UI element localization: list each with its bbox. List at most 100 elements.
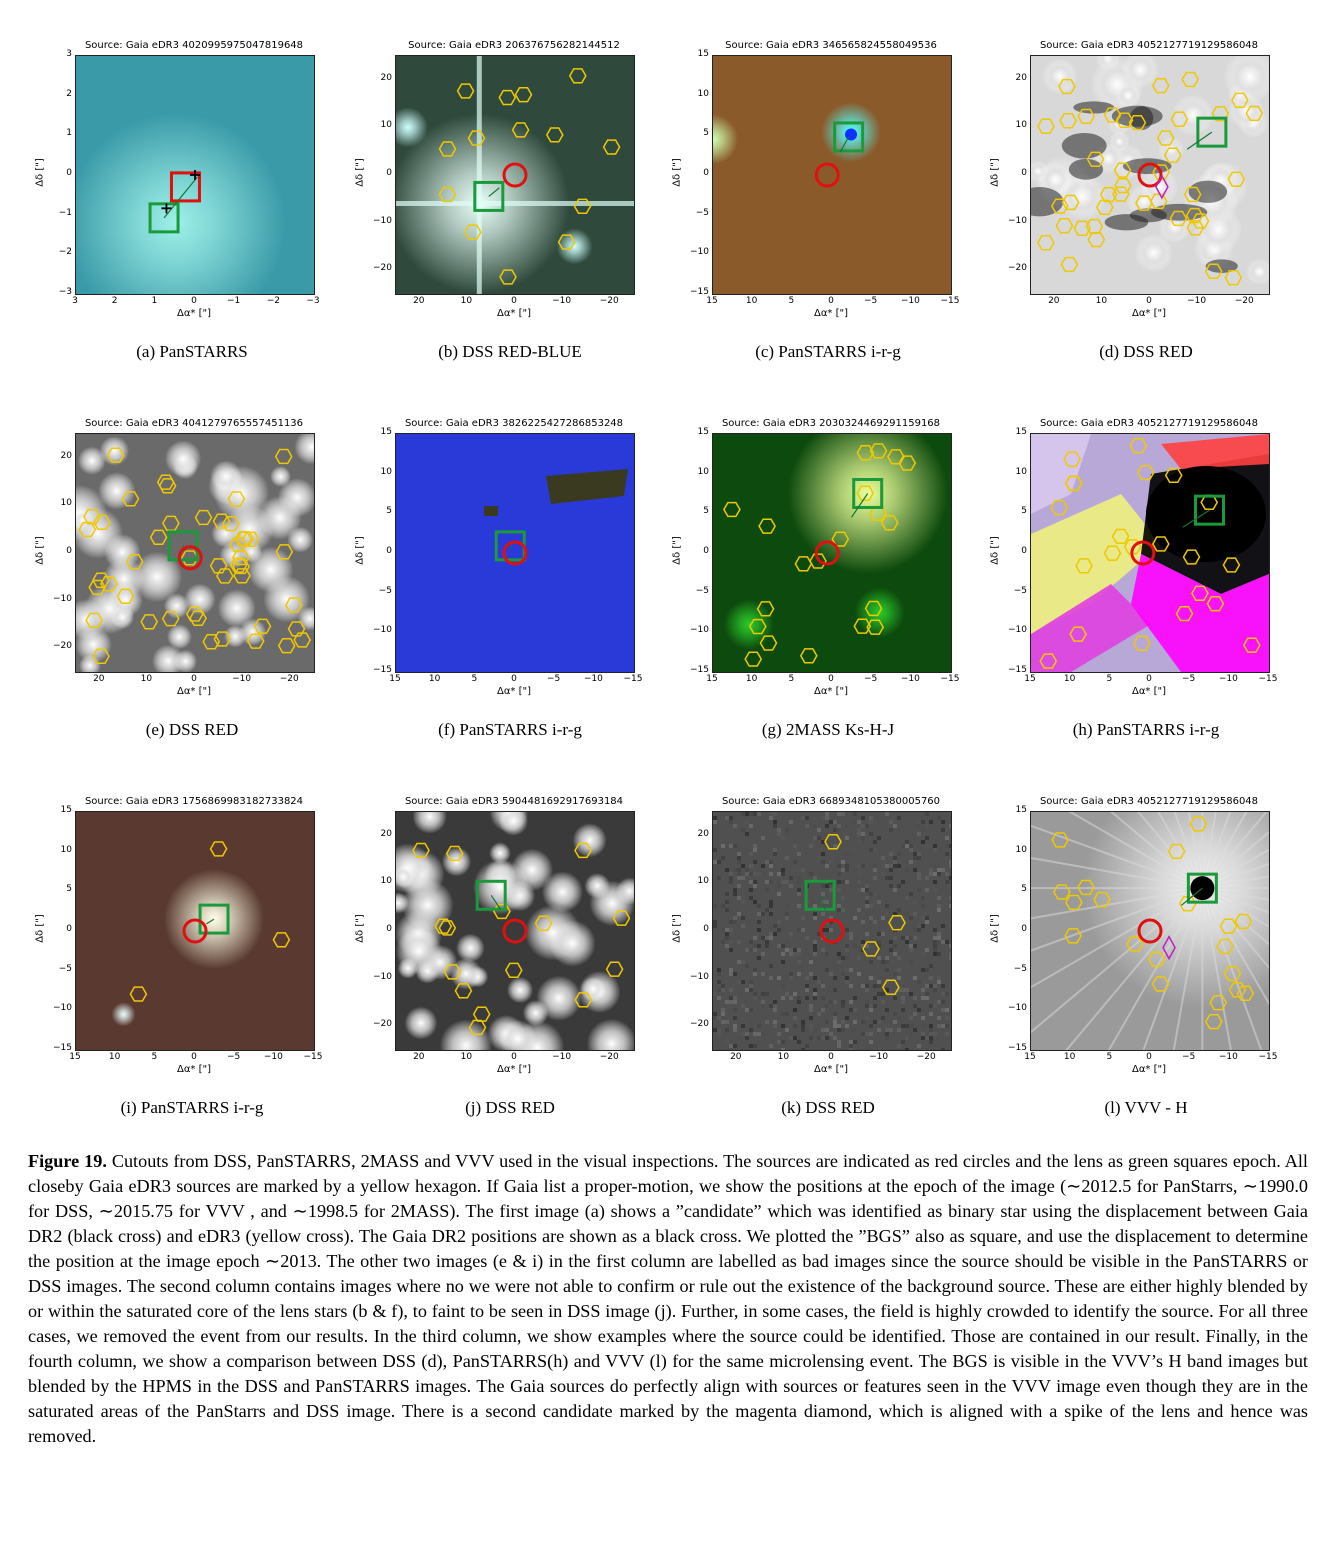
x-tick-label: −5 <box>864 674 878 684</box>
noise-pixel <box>889 852 893 856</box>
noise-pixel <box>813 904 817 908</box>
star-blob <box>1172 94 1214 136</box>
noise-pixel <box>773 1020 777 1024</box>
x-tick-label: −1 <box>227 296 241 306</box>
noise-pixel <box>865 900 869 904</box>
noise-pixel <box>793 868 797 872</box>
diffraction-spike <box>1201 887 1263 1050</box>
gaia-source-hexagon <box>1128 114 1147 131</box>
x-tick-label: 15 <box>69 1052 81 1062</box>
noise-pixel <box>937 816 941 820</box>
noise-pixel <box>777 884 781 888</box>
noise-pixel <box>821 912 825 916</box>
noise-pixel <box>893 972 897 976</box>
noise-pixel <box>733 1044 737 1048</box>
noise-pixel <box>753 936 757 940</box>
noise-pixel <box>893 860 897 864</box>
x-tick-label: 15 <box>389 674 401 684</box>
noise-pixel <box>917 888 921 892</box>
noise-pixel <box>833 820 837 824</box>
panel-caption: (h) PanSTARRS i-r-g <box>1072 720 1220 739</box>
gaia-source-hexagon <box>1136 464 1155 481</box>
noise-pixel <box>749 940 753 944</box>
y-tick-label: −10 <box>690 971 709 982</box>
noise-pixel <box>873 920 877 924</box>
motion-line <box>490 894 502 910</box>
noise-pixel <box>737 860 741 864</box>
noise-pixel <box>745 996 749 1000</box>
panel-caption: (j) DSS RED <box>465 1098 555 1117</box>
x-tick-label: 15 <box>706 674 718 684</box>
gaia-source-hexagon <box>498 89 517 106</box>
source-circle <box>502 162 528 188</box>
noise-pixel <box>869 832 873 836</box>
noise-pixel <box>737 872 741 876</box>
star-blob <box>506 976 534 1004</box>
noise-pixel <box>829 1000 833 1004</box>
noise-pixel <box>769 964 773 968</box>
x-tick-label: 15 <box>1024 1052 1036 1062</box>
noise-pixel <box>897 976 901 980</box>
x-tick-label: −10 <box>1218 1052 1238 1062</box>
gaia-source-hexagon <box>573 198 592 214</box>
x-tick-label: 10 <box>745 674 758 684</box>
gaia-source-hexagon <box>1181 71 1200 88</box>
noise-pixel <box>909 860 913 864</box>
star-blob <box>586 1018 634 1050</box>
gaia-source-hexagon <box>229 536 247 553</box>
noise-pixel <box>921 992 925 996</box>
y-tick-label: −10 <box>53 1003 72 1014</box>
noise-pixel <box>821 948 825 952</box>
noise-pixel <box>929 1024 933 1028</box>
noise-pixel <box>717 860 721 864</box>
noise-pixel <box>861 944 865 948</box>
noise-pixel <box>853 1008 857 1012</box>
x-tick-label: −10 <box>552 296 572 306</box>
noise-pixel <box>841 1000 845 1004</box>
diffraction-spike <box>1201 887 1269 970</box>
noise-pixel <box>933 936 937 940</box>
noise-pixel <box>877 992 881 996</box>
noise-pixel <box>801 816 805 820</box>
noise-pixel <box>917 936 921 940</box>
noise-pixel <box>893 1012 897 1016</box>
noise-pixel <box>833 1020 837 1024</box>
diffraction-spike <box>1031 887 1204 1034</box>
x-tick-label: 20 <box>413 296 425 306</box>
x-tick-label: 0 <box>828 674 834 684</box>
diffraction-spike <box>1172 887 1204 1050</box>
source-circle <box>819 918 845 944</box>
noise-pixel <box>869 816 873 820</box>
position-cross <box>190 170 200 180</box>
gaia-source-hexagon <box>1175 605 1194 622</box>
gaia-source-hexagon <box>189 610 207 626</box>
noise-pixel <box>905 844 909 848</box>
noise-pixel <box>717 988 721 992</box>
panel-image <box>712 811 952 1051</box>
gaia-source-hexagon <box>1093 891 1111 908</box>
y-tick-label: −5 <box>695 207 709 218</box>
gaia-source-hexagon <box>121 491 140 507</box>
x-axis-label: Δα* ["] <box>496 686 531 697</box>
gaia-source-hexagon <box>1112 186 1130 202</box>
noise-pixel <box>873 1004 877 1008</box>
noise-pixel <box>717 972 721 976</box>
noise-pixel <box>861 840 865 844</box>
noise-pixel <box>729 844 733 848</box>
noise-pixel <box>797 948 801 952</box>
gaia-source-hexagon <box>602 139 621 155</box>
noise-pixel <box>757 1032 761 1036</box>
noise-pixel <box>829 920 833 924</box>
cutout-image <box>1031 56 1269 286</box>
noise-pixel <box>777 992 781 996</box>
noise-pixel <box>821 884 825 888</box>
gaia-source-hexagon <box>1039 653 1058 669</box>
noise-pixel <box>757 812 761 816</box>
noise-pixel <box>789 876 793 880</box>
noise-pixel <box>809 960 813 964</box>
noise-pixel <box>777 944 781 948</box>
noise-pixel <box>889 868 893 872</box>
gaia-source-hexagon <box>862 941 880 957</box>
noise-pixel <box>797 880 801 884</box>
noise-pixel <box>849 1044 853 1048</box>
